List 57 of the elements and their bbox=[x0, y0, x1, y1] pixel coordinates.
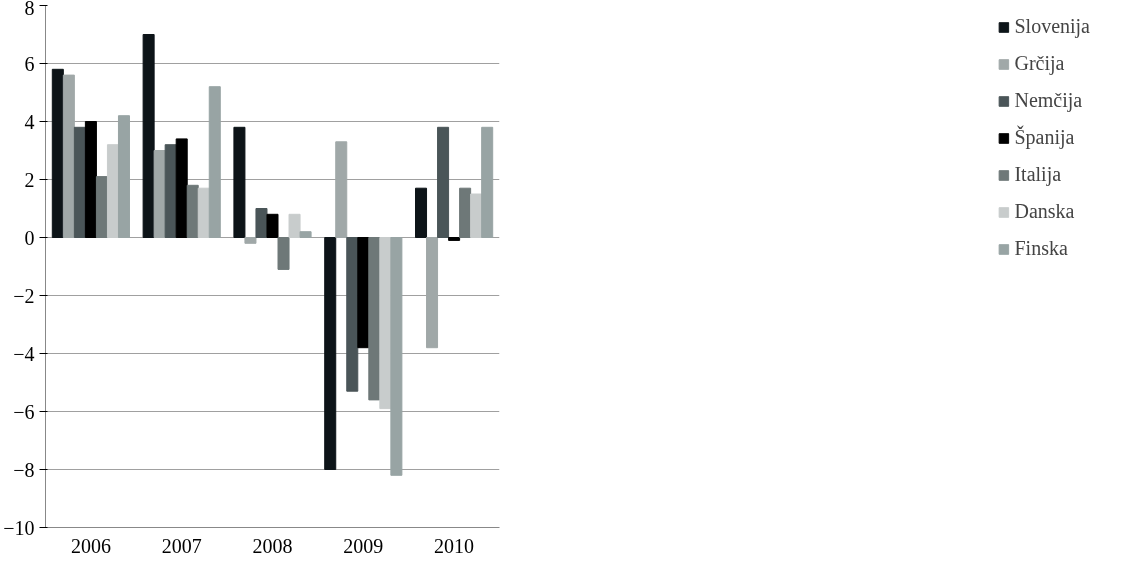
x-tick-label: 2008 bbox=[252, 534, 293, 557]
bar bbox=[266, 213, 279, 238]
y-tick-label: −4 bbox=[13, 342, 35, 365]
bar bbox=[117, 115, 130, 238]
legend-label: Španija bbox=[1014, 126, 1075, 149]
bar bbox=[277, 237, 290, 270]
bar bbox=[255, 208, 268, 238]
bar bbox=[95, 176, 108, 238]
y-tick-label: −8 bbox=[13, 458, 35, 481]
bar bbox=[244, 237, 257, 244]
bar bbox=[84, 121, 97, 238]
bar bbox=[208, 86, 221, 238]
legend-label: Nemčija bbox=[1014, 89, 1083, 112]
bar bbox=[470, 193, 483, 238]
bar bbox=[324, 237, 337, 470]
bar bbox=[153, 150, 166, 238]
x-tick-label: 2009 bbox=[343, 534, 384, 557]
bar bbox=[299, 231, 312, 238]
bar bbox=[481, 126, 494, 238]
bar bbox=[62, 74, 75, 238]
bar bbox=[357, 237, 370, 349]
x-tick-label: 2006 bbox=[70, 534, 111, 557]
y-tick-label: 0 bbox=[24, 226, 35, 249]
bar bbox=[426, 237, 439, 349]
legend-label: Grčija bbox=[1014, 52, 1065, 75]
bar bbox=[142, 34, 155, 238]
y-tick-label: −2 bbox=[13, 284, 35, 307]
bar bbox=[379, 237, 392, 410]
bar bbox=[459, 187, 472, 238]
bar bbox=[335, 141, 348, 238]
legend-label: Finska bbox=[1014, 237, 1068, 260]
bar bbox=[51, 68, 64, 238]
bar bbox=[390, 237, 403, 476]
bar bbox=[175, 138, 188, 238]
bar bbox=[368, 237, 381, 401]
bar bbox=[233, 126, 246, 238]
y-tick-label: 8 bbox=[24, 0, 35, 19]
bar bbox=[197, 187, 210, 238]
bar bbox=[186, 184, 199, 238]
y-tick-label: −6 bbox=[13, 400, 35, 423]
y-tick-label: −10 bbox=[3, 516, 35, 539]
x-tick-label: 2010 bbox=[434, 534, 475, 557]
bar bbox=[288, 213, 301, 238]
bar bbox=[415, 187, 428, 238]
bar bbox=[164, 144, 177, 238]
legend-label: Slovenija bbox=[1014, 15, 1090, 38]
y-tick-label: 2 bbox=[24, 168, 35, 191]
bar bbox=[437, 126, 450, 238]
bar bbox=[106, 144, 119, 238]
bar bbox=[73, 126, 86, 238]
bar bbox=[448, 237, 461, 241]
bar bbox=[346, 237, 359, 392]
legend-label: Danska bbox=[1014, 200, 1075, 223]
x-tick-label: 2007 bbox=[161, 534, 202, 557]
legend-label: Italija bbox=[1014, 163, 1062, 186]
y-tick-label: 4 bbox=[24, 110, 35, 133]
y-tick-label: 6 bbox=[24, 52, 35, 75]
